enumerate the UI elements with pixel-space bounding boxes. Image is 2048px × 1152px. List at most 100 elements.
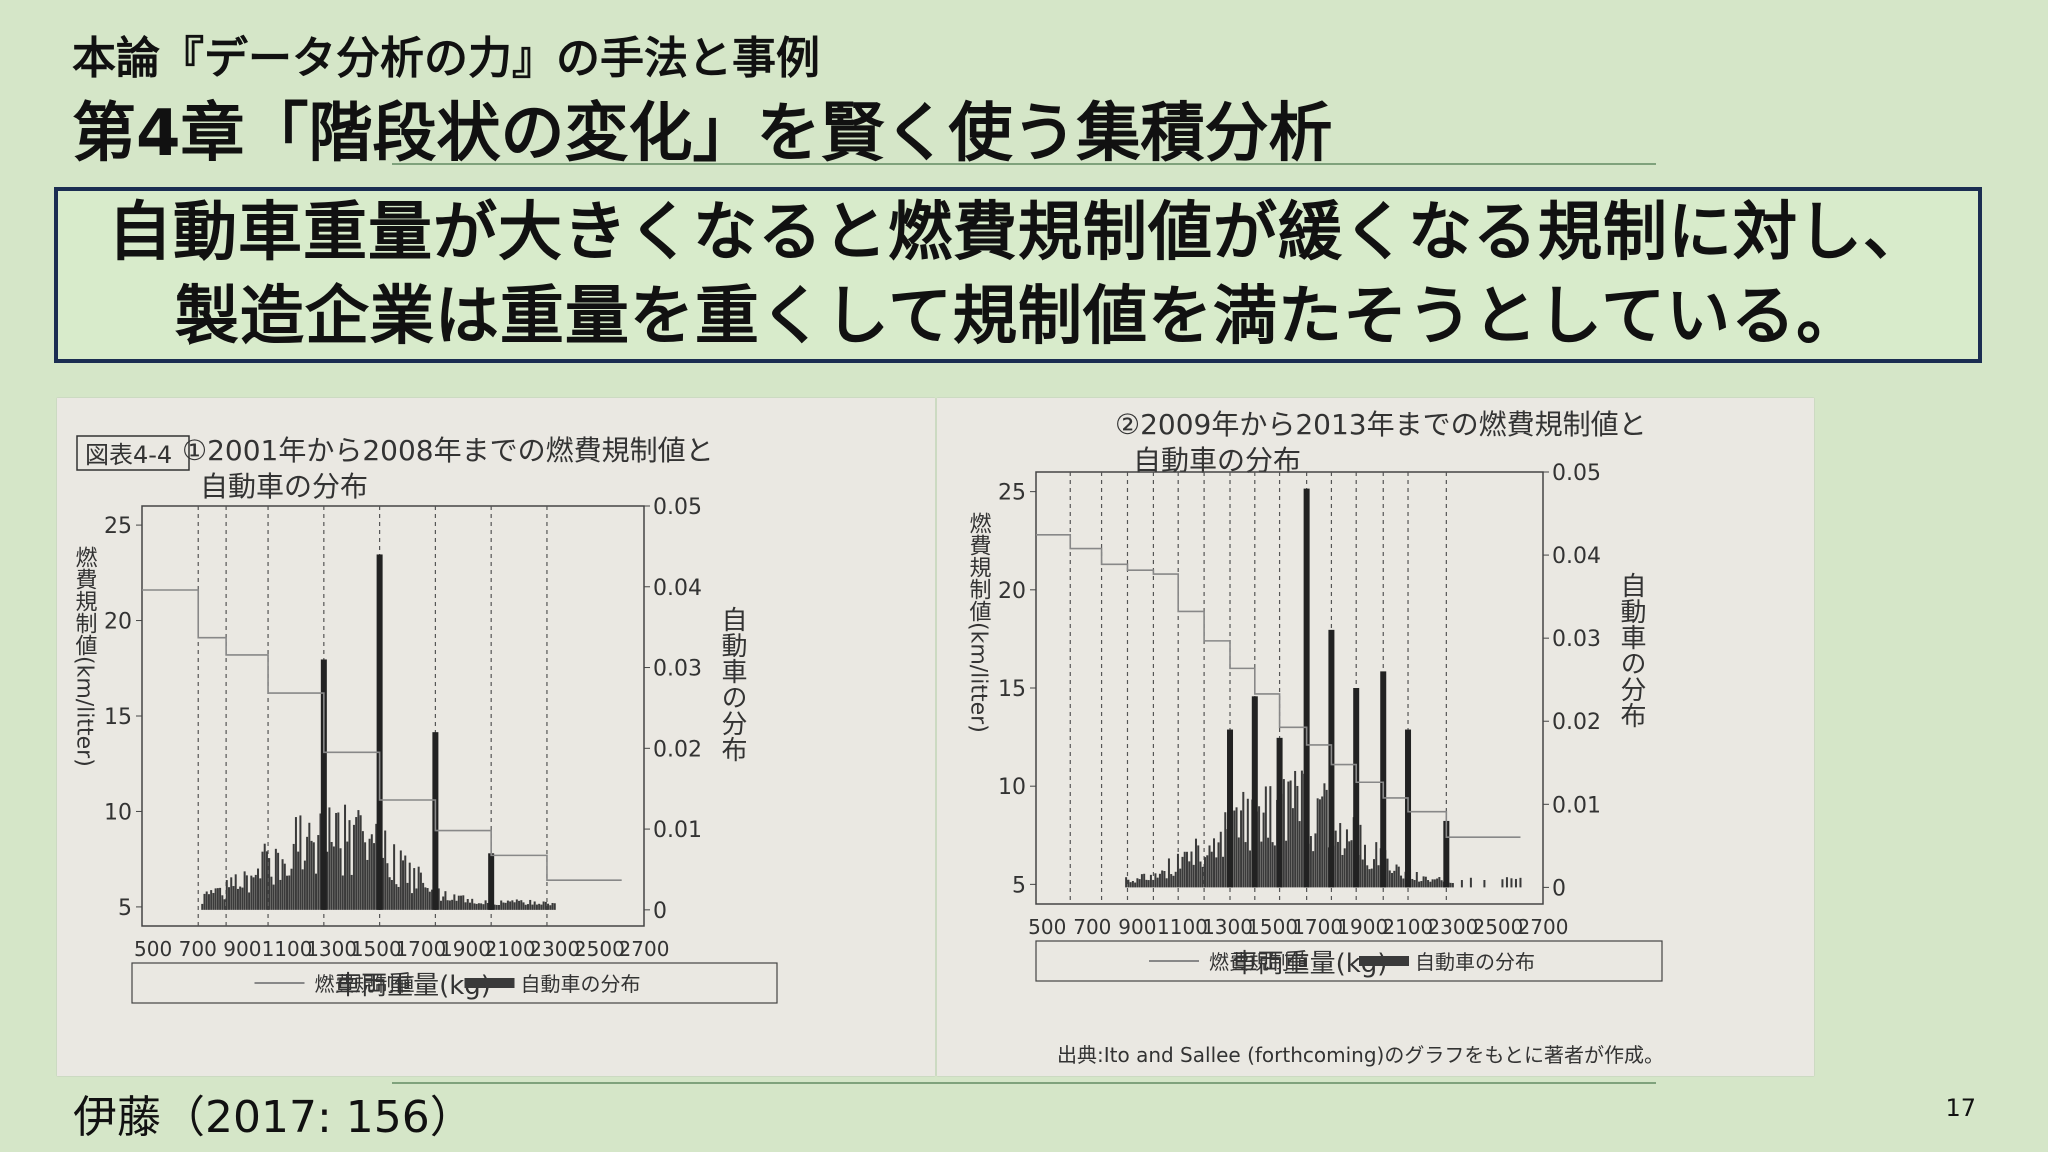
distribution-bar <box>513 902 516 910</box>
distribution-bar <box>402 860 405 910</box>
x-tick-label: 500 <box>1028 915 1066 939</box>
distribution-bar <box>1316 798 1319 888</box>
distribution-bar <box>301 869 304 910</box>
chart-title-line-2: 自動車の分布 <box>200 470 368 503</box>
distribution-bar <box>1314 833 1317 888</box>
distribution-peak-bar <box>1303 488 1310 888</box>
distribution-bar <box>410 893 413 910</box>
distribution-bar <box>201 903 204 910</box>
distribution-bar <box>422 882 425 910</box>
distribution-bar <box>451 899 454 910</box>
distribution-bar <box>549 905 552 910</box>
distribution-bar <box>312 842 315 910</box>
distribution-bar <box>397 886 400 910</box>
x-tick-label: 1700 <box>395 937 446 961</box>
distribution-bar <box>1420 881 1423 888</box>
distribution-bar <box>1210 851 1213 888</box>
distribution-bar <box>270 876 273 910</box>
distribution-bar <box>1262 812 1265 888</box>
y-left-tick-label: 10 <box>998 775 1026 800</box>
distribution-bar <box>1176 853 1179 888</box>
distribution-bar <box>1294 770 1297 888</box>
distribution-bar <box>544 901 547 910</box>
distribution-bar <box>509 901 512 910</box>
distribution-bar <box>290 868 293 910</box>
x-tick-label: 2300 <box>529 937 580 961</box>
distribution-bar <box>234 874 237 910</box>
distribution-bar <box>306 836 309 910</box>
distribution-bar <box>1505 877 1508 888</box>
distribution-bar <box>1246 798 1249 888</box>
distribution-bar <box>529 899 532 910</box>
distribution-bar <box>1366 865 1369 888</box>
distribution-bar <box>281 859 284 910</box>
distribution-peak-bar <box>1276 737 1283 888</box>
y-left-tick-label: 15 <box>104 705 132 730</box>
distribution-bar <box>540 904 543 910</box>
distribution-bar <box>462 895 465 910</box>
distribution-bar <box>1170 874 1173 888</box>
distribution-bar <box>1213 838 1216 888</box>
y-right-tick-label: 0.05 <box>653 495 702 520</box>
legend-label-distribution: 自動車の分布 <box>1415 950 1535 974</box>
distribution-bar <box>1325 789 1328 888</box>
x-tick-label: 1100 <box>262 937 313 961</box>
legend-box <box>1035 940 1663 982</box>
distribution-bar <box>350 874 353 910</box>
x-tick-label: 900 <box>1118 915 1156 939</box>
distribution-bar <box>355 817 358 910</box>
key-message-box: 自動車重量が大きくなると燃費規制値が緩くなる規制に対し、 製造企業は重量を重くし… <box>54 187 1982 363</box>
plot-frame <box>1035 471 1544 905</box>
x-tick-label: 1900 <box>1337 915 1388 939</box>
distribution-bar <box>279 879 282 910</box>
distribution-bar <box>1204 857 1206 888</box>
slide-subtitle: 本論『データ分析の力』の手法と事例 <box>72 33 820 84</box>
chart-photo-2009-2013: ②2009年から2013年までの燃費規制値と 自動車の分布 5 10 15 20 25 0 0.… <box>937 398 1814 1076</box>
distribution-bar <box>366 859 369 910</box>
distribution-bar <box>1323 783 1326 888</box>
distribution-bar <box>1185 851 1188 888</box>
distribution-bar <box>399 850 402 910</box>
distribution-bar <box>1264 786 1267 888</box>
x-tick-label: 2300 <box>1427 915 1478 939</box>
distribution-bar <box>533 901 536 910</box>
distribution-bar <box>1377 865 1380 888</box>
distribution-bar <box>212 892 215 910</box>
x-tick-label: 500 <box>134 937 172 961</box>
distribution-bar <box>373 843 376 910</box>
distribution-bar <box>1411 878 1414 888</box>
distribution-bar <box>241 887 244 910</box>
distribution-bar <box>326 851 329 910</box>
slide-title: 第4章「階段状の変化」を賢く使う集積分析 <box>72 97 1333 171</box>
distribution-bar <box>1143 873 1146 888</box>
distribution-bar <box>484 900 487 910</box>
figure-tag: 図表4-4 <box>85 441 172 469</box>
y-left-tick-label: 25 <box>104 514 132 539</box>
distribution-bar <box>453 894 456 910</box>
distribution-bar <box>480 903 483 910</box>
distribution-bar <box>310 840 313 910</box>
distribution-bar <box>1240 810 1243 888</box>
legend-label-regulation: 燃費規制値 <box>1209 950 1309 974</box>
distribution-bar <box>1131 880 1134 888</box>
distribution-bar <box>460 895 463 910</box>
distribution-bar <box>272 884 275 910</box>
distribution-bar <box>1282 779 1285 888</box>
distribution-bar <box>444 891 447 910</box>
regulation-step-line <box>142 589 622 881</box>
distribution-bar <box>1138 879 1141 888</box>
distribution-bar <box>384 830 387 910</box>
distribution-bar <box>1244 842 1247 888</box>
distribution-bar <box>1501 879 1504 888</box>
distribution-bar <box>337 812 340 910</box>
distribution-bar <box>1386 858 1389 888</box>
distribution-bar <box>1436 878 1439 888</box>
x-tick-label: 1700 <box>1292 915 1343 939</box>
distribution-bar <box>364 842 367 910</box>
distribution-bar <box>1140 874 1143 888</box>
x-tick-label: 2700 <box>619 937 670 961</box>
regulation-step-line <box>1036 534 1521 839</box>
distribution-bar <box>277 852 280 910</box>
distribution-bar <box>228 887 231 910</box>
